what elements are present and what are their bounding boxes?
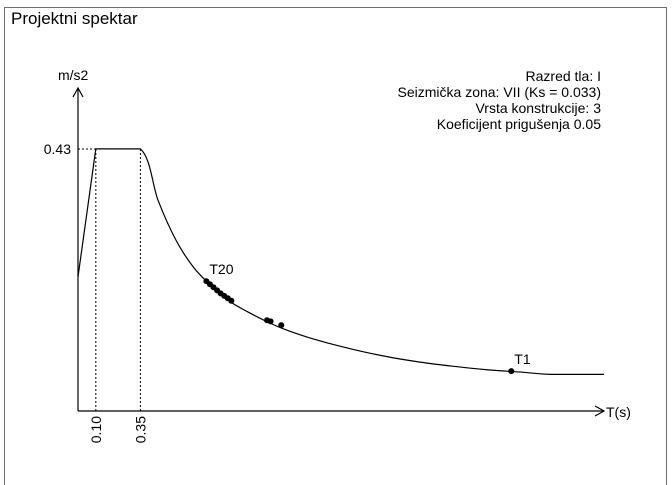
axes [72, 86, 606, 417]
period-point [228, 297, 235, 304]
axis-labels: m/s2 T(s) 0.43 0.10 0.35 [44, 67, 631, 443]
info-line: Razred tla: I [526, 68, 601, 84]
info-line: Koeficijent prigušenja 0.05 [437, 116, 601, 132]
spectrum-curve [77, 148, 604, 375]
period-points: T20 T1 [203, 261, 531, 375]
period-point-label: T1 [514, 351, 531, 367]
period-point [278, 322, 285, 329]
x-axis-label: T(s) [606, 404, 631, 420]
dotted-guides [78, 148, 141, 411]
info-line: Seizmička zona: VII (Ks = 0.033) [398, 84, 601, 100]
spectrum-curve-layer [77, 148, 604, 375]
y-axis-arrow [72, 86, 84, 98]
period-point-label: T20 [209, 261, 233, 277]
period-point [508, 368, 515, 375]
chart-frame-border [4, 7, 667, 485]
x-axis-arrow [594, 405, 606, 417]
y-axis-label: m/s2 [58, 67, 89, 83]
period-point [267, 318, 274, 325]
x-tick-label: 0.10 [88, 416, 104, 443]
x-tick-label: 0.35 [132, 416, 148, 443]
y-tick-label: 0.43 [44, 141, 71, 157]
chart-title: Projektni spektar [11, 9, 138, 28]
info-line: Vrsta konstrukcije: 3 [475, 100, 601, 116]
